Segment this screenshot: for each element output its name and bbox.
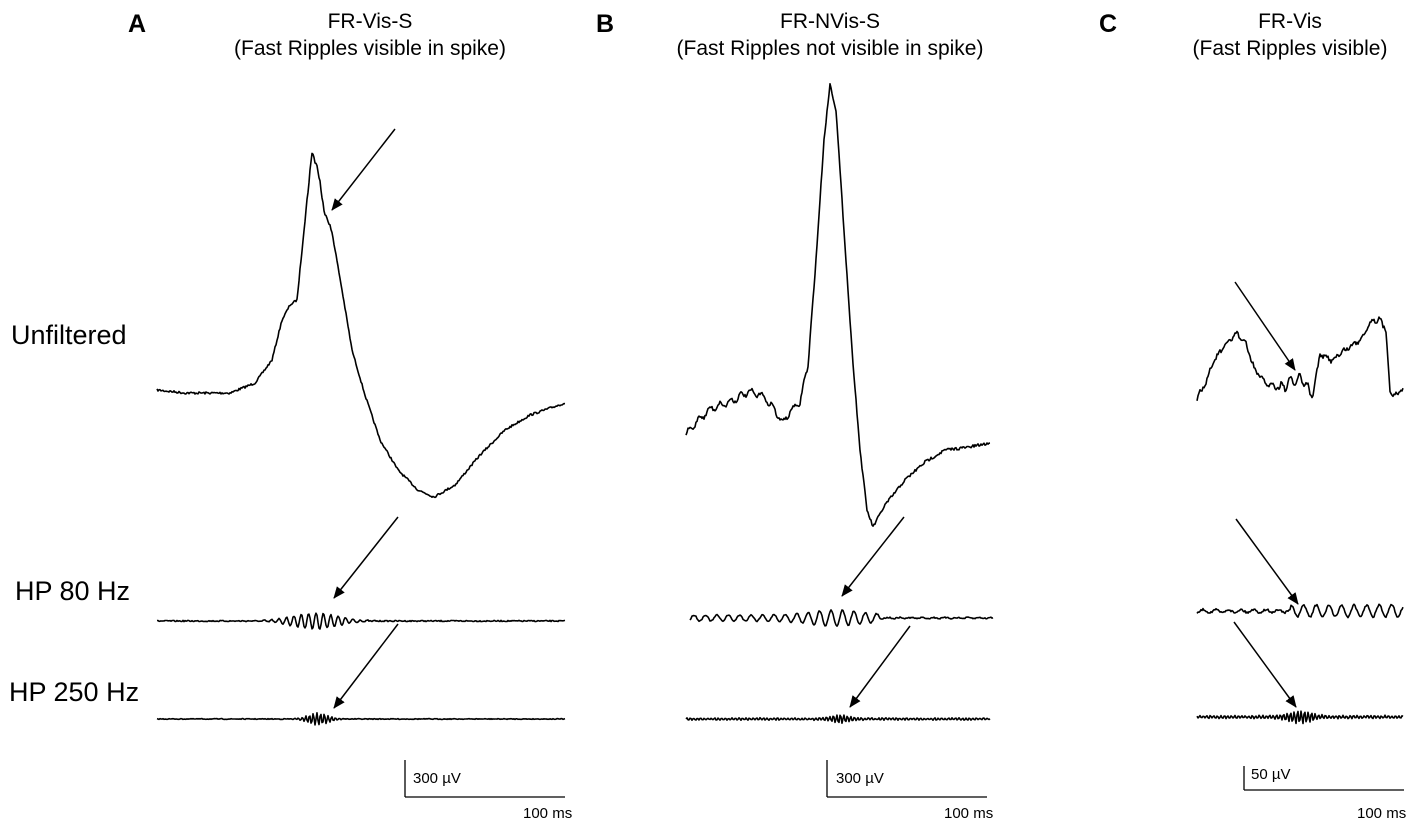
scale-bar-c	[1243, 766, 1404, 791]
trace-a-hp80	[156, 612, 566, 630]
arrow-b-hp80	[841, 516, 905, 597]
panel-letter-b: B	[596, 10, 615, 38]
row-label-unfiltered: Unfiltered	[11, 320, 127, 350]
trace-b-unfiltered	[685, 83, 991, 527]
panel-title-a: FR-Vis-S (Fast Ripples visible in spike)	[170, 8, 570, 62]
scale-bar-a	[404, 760, 565, 798]
scale-time-b: 100 ms	[944, 805, 994, 822]
row-label-hp80: HP 80 Hz	[15, 576, 131, 606]
scale-bar-b	[826, 760, 987, 798]
scale-time-a: 100 ms	[523, 805, 573, 822]
arrow-b-hp250	[849, 625, 911, 708]
panel-c-title: FR-Vis	[1258, 10, 1322, 33]
trace-c-hp250	[1196, 710, 1404, 725]
arrow-a-hp250	[333, 623, 399, 709]
arrow-a-unfiltered	[331, 128, 396, 211]
arrow-c-hp250	[1233, 621, 1297, 708]
panel-letter-a: A	[128, 10, 147, 38]
trace-c-unfiltered	[1196, 316, 1404, 401]
scale-voltage-c: 50 µV	[1251, 766, 1291, 783]
arrow-c-hp80	[1235, 518, 1299, 605]
arrow-c-unfiltered	[1234, 281, 1296, 371]
trace-b-hp80	[689, 609, 994, 627]
panel-letter-c: C	[1099, 10, 1118, 38]
arrow-a-hp80	[333, 516, 399, 599]
panel-title-c: FR-Vis (Fast Ripples visible)	[1160, 8, 1420, 62]
panel-c-subtitle: (Fast Ripples visible)	[1192, 37, 1388, 60]
panel-a-subtitle: (Fast Ripples visible in spike)	[234, 37, 506, 60]
scale-voltage-a: 300 µV	[413, 770, 461, 787]
panel-a-title: FR-Vis-S	[327, 10, 413, 33]
trace-a-hp250	[156, 712, 566, 726]
trace-c-hp80	[1196, 603, 1404, 619]
row-label-hp250: HP 250 Hz	[9, 677, 140, 707]
panel-title-b: FR-NVis-S (Fast Ripples not visible in s…	[630, 8, 1030, 62]
trace-b-hp250	[685, 714, 991, 724]
panel-b-title: FR-NVis-S	[780, 10, 880, 33]
trace-a-unfiltered	[156, 152, 566, 499]
scale-voltage-b: 300 µV	[836, 770, 884, 787]
scale-time-c: 100 ms	[1357, 805, 1407, 822]
panel-b-subtitle: (Fast Ripples not visible in spike)	[676, 37, 984, 60]
